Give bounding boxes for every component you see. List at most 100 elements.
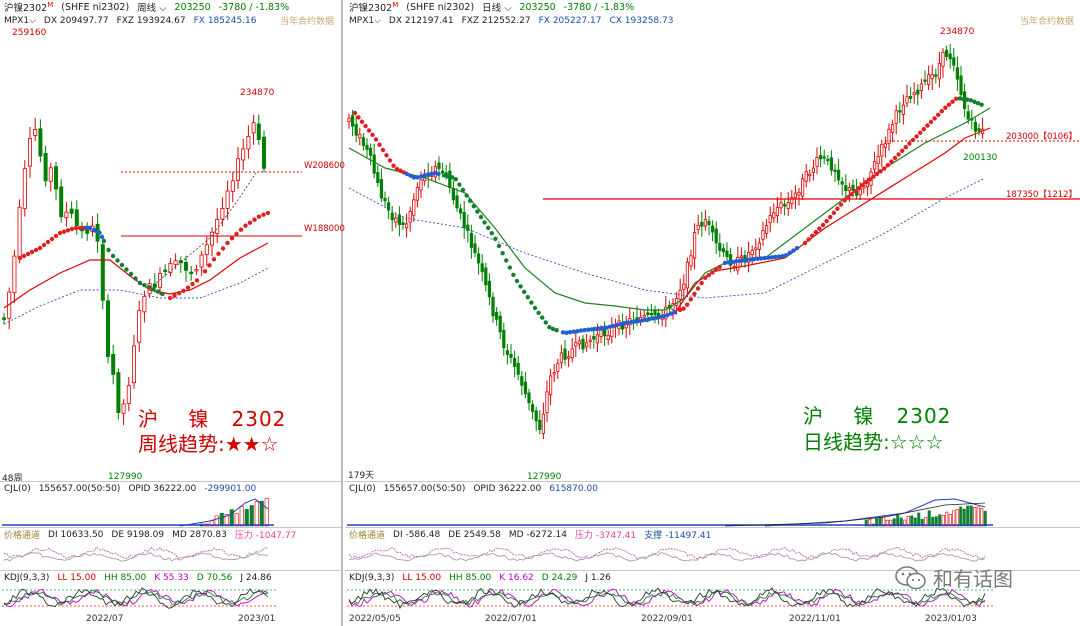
daily-candle-body: [545, 391, 549, 413]
daily-sar-dot: [352, 110, 358, 116]
weekly-candle-body: [38, 128, 43, 157]
daily-volume-bar: [934, 516, 938, 527]
daily-kdj-j: [348, 587, 986, 610]
daily-candle-body: [905, 96, 909, 104]
weekly-price-chart[interactable]: [0, 28, 341, 478]
weekly-kdj-name[interactable]: KDJ(9,3,3): [4, 572, 50, 583]
daily-price: 203250: [519, 1, 556, 13]
weekly-sar-dot: [91, 227, 97, 233]
weekly-sar-dot: [167, 295, 173, 301]
daily-sar-dot: [692, 291, 697, 297]
daily-sar-dot: [918, 130, 923, 135]
daily-sar-dot: [842, 198, 847, 203]
weekly-candle-body: [189, 271, 194, 275]
daily-candle-body: [685, 261, 690, 289]
weekly-volume-bar: [254, 501, 259, 527]
daily-candle-body: [451, 187, 455, 201]
daily-contract-label: 当年合约数据: [1019, 17, 1074, 27]
daily-sar-dot: [554, 328, 559, 333]
daily-channel-name[interactable]: 价格通道: [349, 531, 386, 541]
weekly-divider-1: [0, 481, 341, 482]
daily-candle-body: [772, 212, 776, 219]
weekly-channel-name[interactable]: 价格通道: [4, 531, 41, 541]
daily-indicator-menu[interactable]: MPX1⌵: [349, 16, 381, 26]
weekly-candle-body: [33, 129, 38, 136]
daily-volume-bar: [931, 516, 935, 527]
daily-candle-body: [800, 178, 805, 197]
daily-volume-bar: [959, 506, 963, 527]
daily-sar-dot: [457, 182, 462, 187]
daily-sar-dot: [748, 257, 753, 262]
daily-sar-dot: [589, 327, 594, 332]
daily-kdj-name[interactable]: KDJ(9,3,3): [349, 572, 395, 583]
weekly-channel-row: 价格通道 DI 10633.50 DE 9198.09 MD 2870.83 压…: [0, 528, 341, 542]
weekly-cjl-name[interactable]: CJL(0): [4, 483, 31, 494]
daily-cjl-name[interactable]: CJL(0): [349, 483, 376, 494]
daily-level-a: 203000【0106】: [1006, 132, 1078, 142]
daily-period-select[interactable]: 日线 ⌵: [482, 0, 511, 14]
daily-sar-dot: [425, 172, 431, 177]
weekly-sar-dot: [41, 242, 47, 248]
daily-sar-dot: [672, 309, 677, 315]
daily-candle-body: [502, 329, 506, 348]
weekly-change: -3780 / -1.83%: [218, 1, 290, 13]
daily-sar-dot: [560, 330, 566, 335]
daily-candle-body: [811, 167, 816, 173]
daily-candle-body: [923, 79, 927, 82]
daily-volume-bar: [976, 506, 980, 527]
daily-candle-body: [948, 53, 952, 60]
daily-chart-panel[interactable]: 沪镍2302M (SHFE ni2302) 日线 ⌵ 203250 -3780 …: [345, 0, 1080, 626]
weekly-high-label: 259160: [12, 28, 47, 38]
daily-candle-body: [793, 192, 798, 198]
daily-sar-dot: [706, 272, 711, 278]
daily-price-chart[interactable]: [345, 28, 1080, 478]
daily-candle-body: [610, 327, 614, 338]
daily-candle-body: [476, 253, 481, 264]
weekly-sar-dot: [151, 287, 156, 292]
daily-sar-dot: [486, 225, 491, 230]
daily-sar-dot: [838, 202, 844, 207]
daily-sar-dot: [685, 302, 690, 307]
daily-sar-dot: [377, 142, 382, 147]
weekly-candle-body: [64, 211, 69, 219]
daily-volume-bar: [875, 518, 879, 527]
daily-sar-dot: [835, 206, 840, 211]
weekly-candle-body: [241, 148, 246, 161]
daily-sar-dot: [654, 315, 659, 320]
daily-candle-body: [588, 339, 592, 343]
daily-candle-body: [574, 342, 578, 347]
daily-volume-bar: [973, 507, 977, 527]
daily-candle-body: [887, 128, 891, 144]
weekly-volume-bar: [244, 509, 249, 527]
weekly-indicator-menu[interactable]: MPX1⌵: [4, 16, 36, 26]
daily-date-4: 2022/11/01: [789, 614, 841, 624]
weekly-price: 203250: [174, 1, 211, 13]
daily-sar-dot: [550, 326, 556, 332]
daily-candle-body: [840, 181, 844, 185]
daily-sar-dot: [468, 198, 473, 203]
daily-sar-dot: [717, 264, 722, 270]
daily-sar-dot: [794, 246, 800, 251]
daily-sar-dot: [853, 188, 858, 194]
daily-sar-dot: [831, 210, 836, 216]
weekly-chart-panel[interactable]: 沪镍2302M (SHFE ni2302) 周线 ⌵ 203250 -3780 …: [0, 0, 345, 626]
daily-d: D 24.29: [541, 572, 578, 583]
weekly-candle-body: [194, 269, 199, 272]
daily-candle-body: [977, 128, 981, 132]
weekly-period-select[interactable]: 周线 ⌵: [137, 0, 166, 14]
daily-pressure: 压力 -3747.41: [574, 531, 637, 541]
weekly-sar-dot: [155, 289, 161, 294]
weekly-indicator-name: MPX1: [4, 15, 30, 26]
weekly-sar-dot: [243, 223, 248, 228]
weekly-cjl-row: CJL(0) 155657.00(50:50) OPID 36222.00 -2…: [0, 482, 341, 495]
daily-sar-dot: [622, 321, 627, 326]
daily-kdj-k: [348, 588, 986, 608]
daily-sar-dot: [478, 214, 484, 220]
daily-md: MD -6272.14: [508, 529, 567, 540]
daily-sar-dot: [586, 327, 591, 332]
daily-sar-dot: [903, 145, 908, 150]
weekly-sar-dot: [99, 234, 105, 240]
daily-sar-dot: [387, 158, 393, 163]
daily-sar-dot: [384, 153, 389, 158]
daily-low-label: 127990: [527, 472, 562, 482]
